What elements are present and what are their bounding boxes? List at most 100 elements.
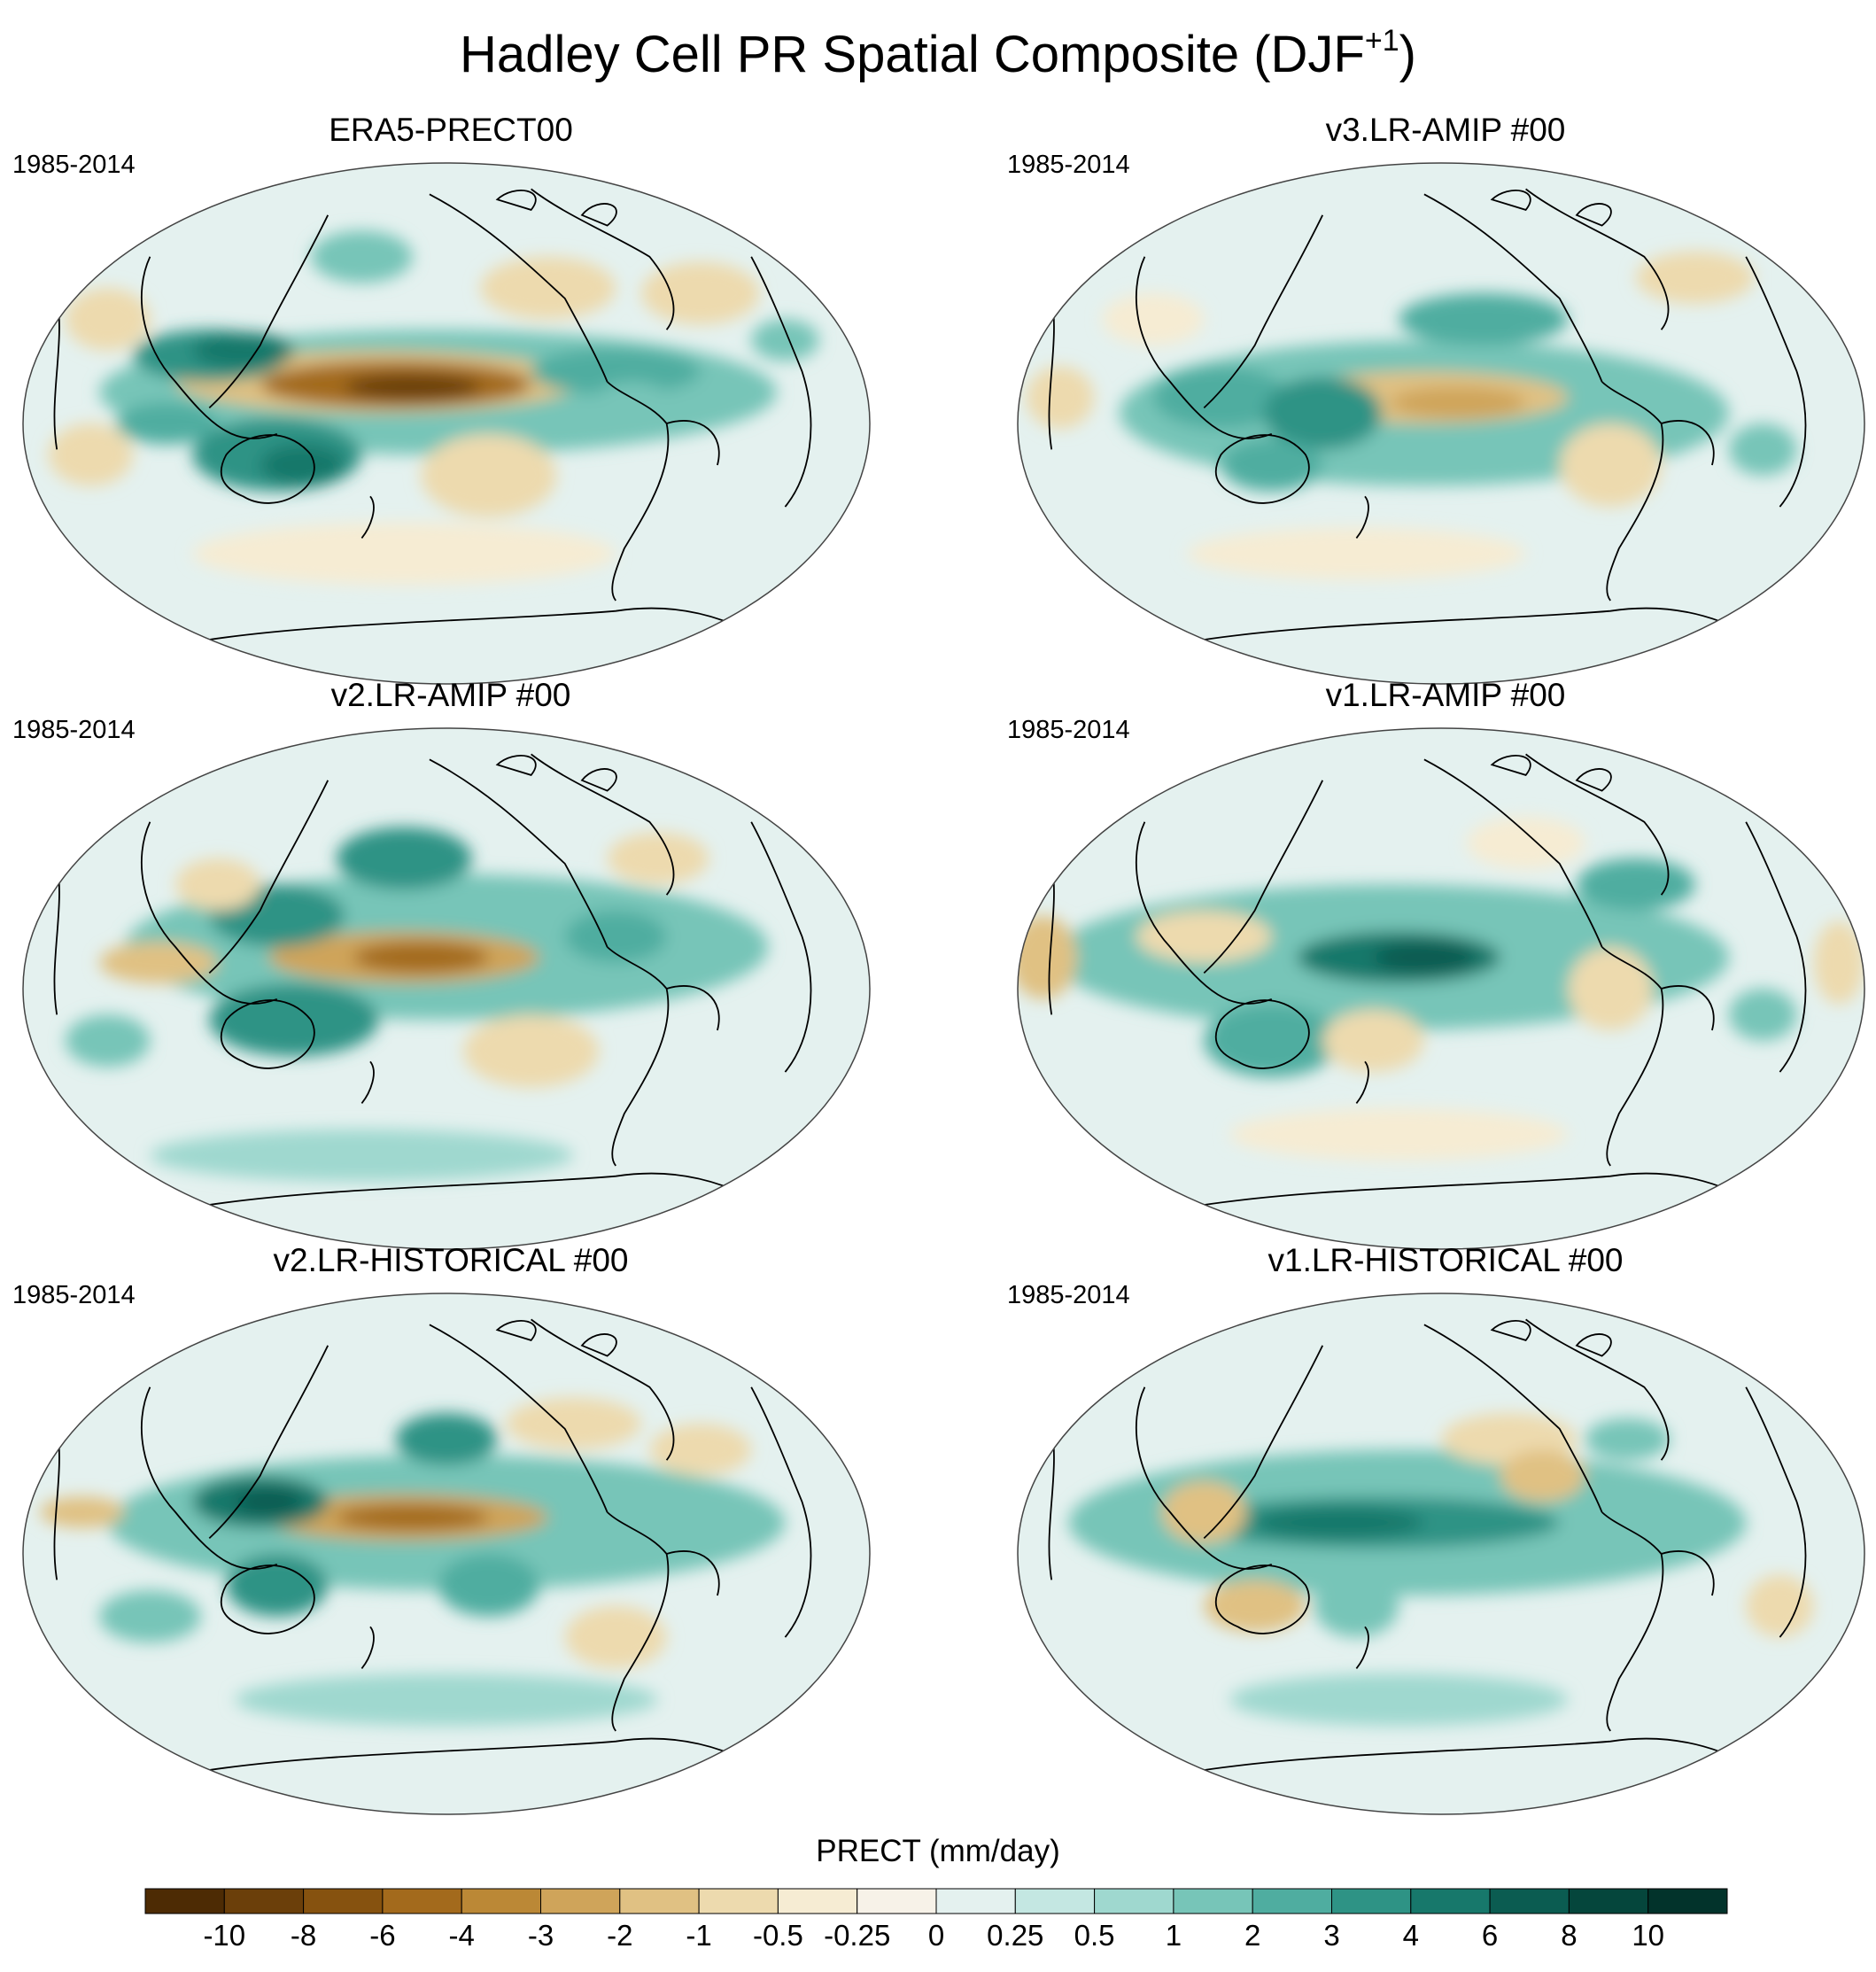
coastline [495,1320,537,1341]
colorbar-tick-label: -6 [369,1919,395,1952]
precip-anomaly-field [438,1554,540,1617]
precip-anomaly-field [192,522,616,586]
precip-anomaly-field [353,942,489,974]
coastline [192,1172,769,1208]
precip-anomaly-field [1585,1418,1671,1461]
colorbar-swatch [303,1888,384,1914]
panel-years-label: 1985-2014 [12,1281,136,1309]
coastline [750,821,812,1073]
coastline [1214,434,1310,504]
coastline [1355,1060,1369,1104]
coastline [140,821,278,1005]
coastline [1661,985,1715,1031]
colorbar-tick-label: 2 [1244,1919,1260,1952]
coastline [1601,1511,1664,1732]
colorbar-swatch [619,1888,700,1914]
colorbar: PRECT (mm/day) -10 -8 -6 -4 -3 -2 -1 -0.5 -0.25 0… [0,1834,1876,1972]
precip-anomaly-field [640,261,760,325]
coastline [1490,1320,1531,1341]
precip-anomaly-field [1466,816,1585,869]
map-outline [1017,727,1865,1250]
figure-title-close: ) [1399,26,1416,83]
precip-anomaly-field [1399,293,1569,345]
colorbar-tick-label: 6 [1482,1919,1498,1952]
precip-anomaly-field [1026,366,1095,429]
coastline [192,1737,769,1774]
precip-anomaly-field [1635,251,1755,304]
panel-years-label: 1985-2014 [1007,1281,1130,1309]
colorbar-swatch [382,1888,462,1914]
coastline [1355,495,1369,539]
map-svg [22,1293,871,1815]
coastline [192,607,769,643]
coastline [1187,1737,1764,1774]
map-svg [1017,1293,1865,1815]
precip-anomaly-field [1576,858,1695,911]
coastline [750,1386,812,1638]
precip-anomaly-field [1102,293,1205,345]
map-outline [1017,162,1865,685]
precip-anomaly-field [209,983,379,1057]
colorbar-swatch [1252,1888,1332,1914]
coastline [1135,256,1273,439]
colorbar-swatch [1568,1888,1649,1914]
precip-anomaly-field [1229,1673,1569,1727]
colorbar-tick-label: 0 [928,1919,944,1952]
colorbar-tick-label: 0.5 [1074,1919,1115,1952]
coastline [1661,420,1715,466]
coastline [1745,256,1807,508]
precip-anomaly-field [480,256,616,320]
coastline [1575,1333,1612,1357]
precip-anomaly-field [175,858,260,911]
precip-anomaly-field [1204,1004,1340,1077]
panel-title: v1.LR-HISTORICAL #00 [1267,1242,1624,1278]
precip-anomaly-field [607,832,709,885]
panel-title: v2.LR-AMIP #00 [330,677,571,713]
coastline [220,1564,315,1634]
precip-anomaly-field [1322,1009,1424,1073]
precip-anomaly-field [1559,423,1662,508]
panel-years-label: 1985-2014 [12,151,136,179]
panel-title: v2.LR-HISTORICAL #00 [273,1242,629,1278]
coastline [1214,999,1310,1069]
colorbar-swatch [1014,1888,1096,1914]
colorbar-tick-label: -10 [203,1919,245,1952]
coastline [666,1550,720,1596]
colorbar-swatch [1489,1888,1570,1914]
precip-anomaly-field [40,1496,125,1528]
colorbar-swatch [1331,1888,1412,1914]
precip-anomaly-field [1373,942,1476,974]
colorbar-tick-label: -8 [291,1919,316,1952]
map-svg [1017,727,1865,1250]
colorbar-swatch [144,1888,225,1914]
colorbar-swatch [461,1888,542,1914]
coastline [208,1345,329,1540]
precip-anomaly-field [260,444,345,486]
precip-anomaly-field [192,332,294,369]
precip-anomaly-field [564,910,667,963]
colorbar-swatch [857,1888,937,1914]
precip-anomaly-field [235,1673,658,1727]
precip-anomaly-field [311,230,413,283]
precip-anomaly-field [463,1014,600,1088]
panel-years-label: 1985-2014 [1007,151,1130,179]
coastline [220,999,315,1069]
precip-anomaly-field [99,1590,201,1642]
coastline [429,758,609,948]
colorbar-tick-label: -4 [449,1919,475,1952]
figure-title: Hadley Cell PR Spatial Composite (DJF+1) [0,23,1876,84]
coastline [1187,607,1764,643]
colorbar-tick-label: 8 [1561,1919,1577,1952]
panel-years-label: 1985-2014 [1007,716,1130,744]
precip-anomaly-field [1813,920,1864,1005]
map-svg [22,162,871,685]
colorbar-tick-label: -0.5 [753,1919,803,1952]
map-svg [22,727,871,1250]
precip-anomaly-field [1018,915,1077,999]
figure-title-superscript: +1 [1364,23,1399,58]
precip-anomaly-field [65,1014,151,1068]
coastline [1661,1550,1715,1596]
coastline [360,1626,375,1669]
coastline [360,1060,375,1104]
colorbar-tick-label: 1 [1166,1919,1182,1952]
